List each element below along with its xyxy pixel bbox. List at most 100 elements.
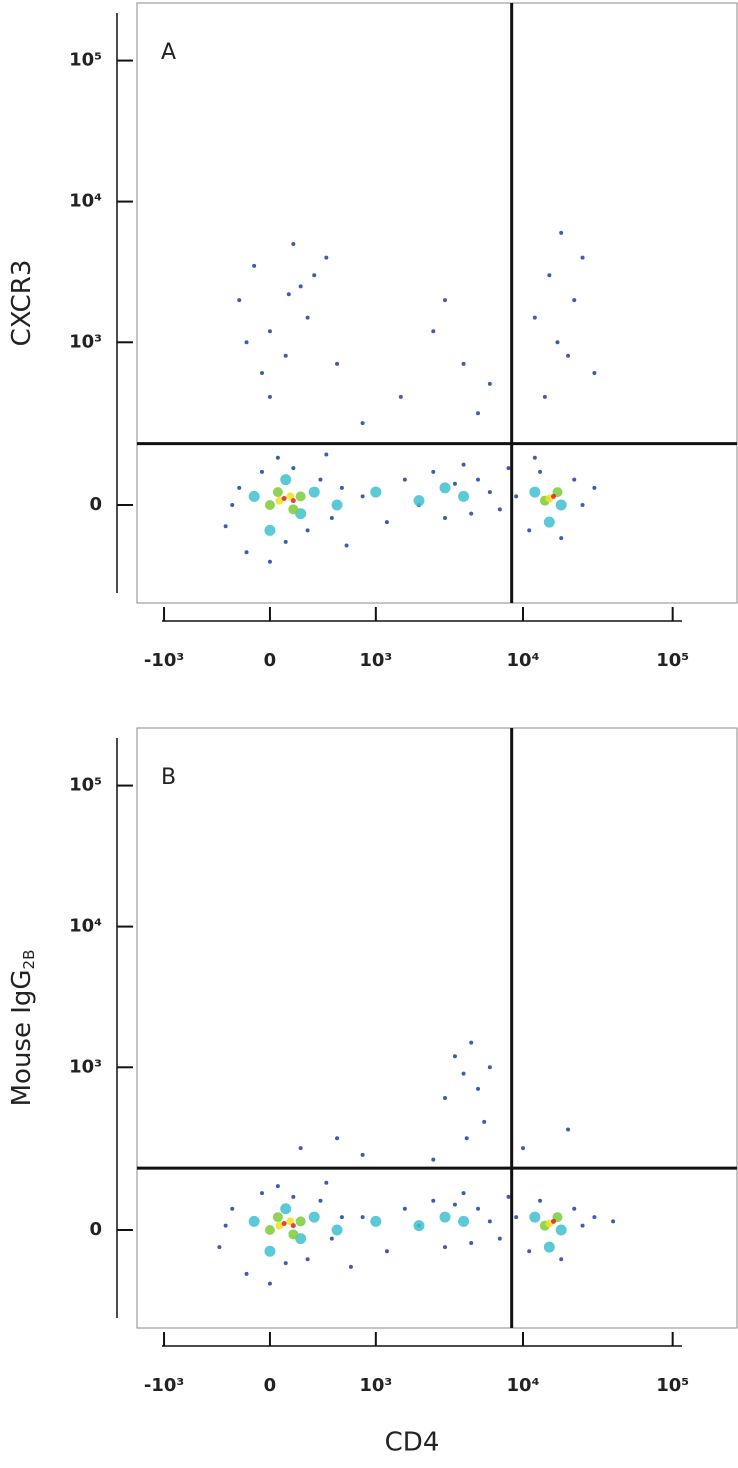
event-point (275, 1184, 280, 1189)
event-point (572, 298, 577, 303)
event-point (295, 491, 306, 502)
event-point (580, 503, 585, 508)
event-point (514, 494, 519, 499)
event-point (580, 255, 585, 260)
event-point (223, 1223, 228, 1228)
event-point (298, 284, 303, 289)
event-point (497, 507, 502, 512)
event-point (248, 1215, 260, 1227)
event-point (280, 474, 292, 486)
y-axis-label-main: Mouse IgG (7, 969, 37, 1106)
event-point (461, 1071, 466, 1076)
panel-label: B (161, 765, 176, 790)
event-point (264, 1245, 276, 1257)
y-axis-label: Mouse IgG2B (7, 950, 38, 1107)
event-point (538, 469, 543, 474)
event-point (532, 315, 537, 320)
event-point (237, 485, 242, 490)
event-point (532, 455, 537, 460)
event-point (370, 486, 382, 498)
event-point (267, 329, 272, 334)
event-point (281, 496, 287, 502)
plot-frame (136, 727, 738, 1329)
event-point (555, 499, 567, 511)
event-point (527, 528, 532, 533)
event-point (298, 1146, 303, 1151)
event-point (223, 524, 228, 529)
event-point (458, 1215, 470, 1227)
event-point (360, 421, 365, 426)
event-point (288, 1229, 299, 1240)
event-point (264, 500, 275, 511)
event-point (476, 1206, 481, 1211)
event-point (452, 481, 457, 486)
x-tick-label: 10⁴ (507, 650, 540, 671)
event-point (264, 524, 276, 536)
event-point (283, 353, 288, 358)
event-point (482, 1119, 487, 1124)
event-point (611, 1219, 616, 1224)
y-axis-label-main: CXCR3 (7, 260, 37, 347)
event-point (348, 1264, 353, 1269)
event-point (559, 230, 564, 235)
x-tick-label: 0 (264, 650, 277, 671)
event-point (312, 273, 317, 278)
y-tick-label: 10³ (69, 1056, 102, 1077)
event-point (497, 1236, 502, 1241)
x-tick-label: 0 (264, 1375, 277, 1396)
event-point (439, 1211, 451, 1223)
y-tick-label: 10³ (69, 331, 102, 352)
event-point (521, 1146, 526, 1151)
event-point (431, 329, 436, 334)
event-point (464, 1136, 469, 1141)
event-point (384, 520, 389, 525)
y-tick-label: 10⁴ (69, 916, 102, 937)
event-point (308, 486, 320, 498)
event-point (283, 539, 288, 544)
event-point (252, 263, 257, 268)
event-point (506, 466, 511, 471)
event-point (305, 315, 310, 320)
event-point (476, 411, 481, 416)
event-point (291, 242, 296, 247)
event-point (458, 490, 470, 502)
event-point (431, 1157, 436, 1162)
event-point (324, 452, 329, 457)
event-point (244, 1271, 249, 1276)
event-point (291, 1194, 296, 1199)
event-point (275, 1221, 284, 1230)
event-point (324, 255, 329, 260)
event-point (324, 1180, 329, 1185)
event-point (547, 273, 552, 278)
event-point (331, 1224, 343, 1236)
event-point (559, 1257, 564, 1262)
event-point (331, 499, 343, 511)
event-point (487, 490, 492, 495)
event-point (551, 493, 557, 499)
event-point (244, 340, 249, 345)
event-point (398, 394, 403, 399)
event-point (469, 511, 474, 516)
event-point (217, 1245, 222, 1250)
event-point (443, 1096, 448, 1101)
event-point (230, 1206, 235, 1211)
event-point (559, 536, 564, 541)
event-point (305, 528, 310, 533)
event-point (290, 498, 296, 504)
y-axis-label: CXCR3 (7, 260, 37, 347)
density-points (217, 1040, 616, 1286)
event-point (318, 477, 323, 482)
event-point (370, 1215, 382, 1227)
event-point (329, 1236, 334, 1241)
panel-label: A (161, 40, 176, 65)
event-point (295, 1216, 306, 1227)
event-point (538, 1198, 543, 1203)
event-point (469, 1240, 474, 1245)
event-point (543, 516, 555, 528)
plot-frame (136, 2, 738, 604)
event-point (259, 371, 264, 376)
event-point (339, 485, 344, 490)
event-point (452, 1202, 457, 1207)
event-point (384, 1249, 389, 1254)
event-point (431, 1198, 436, 1203)
